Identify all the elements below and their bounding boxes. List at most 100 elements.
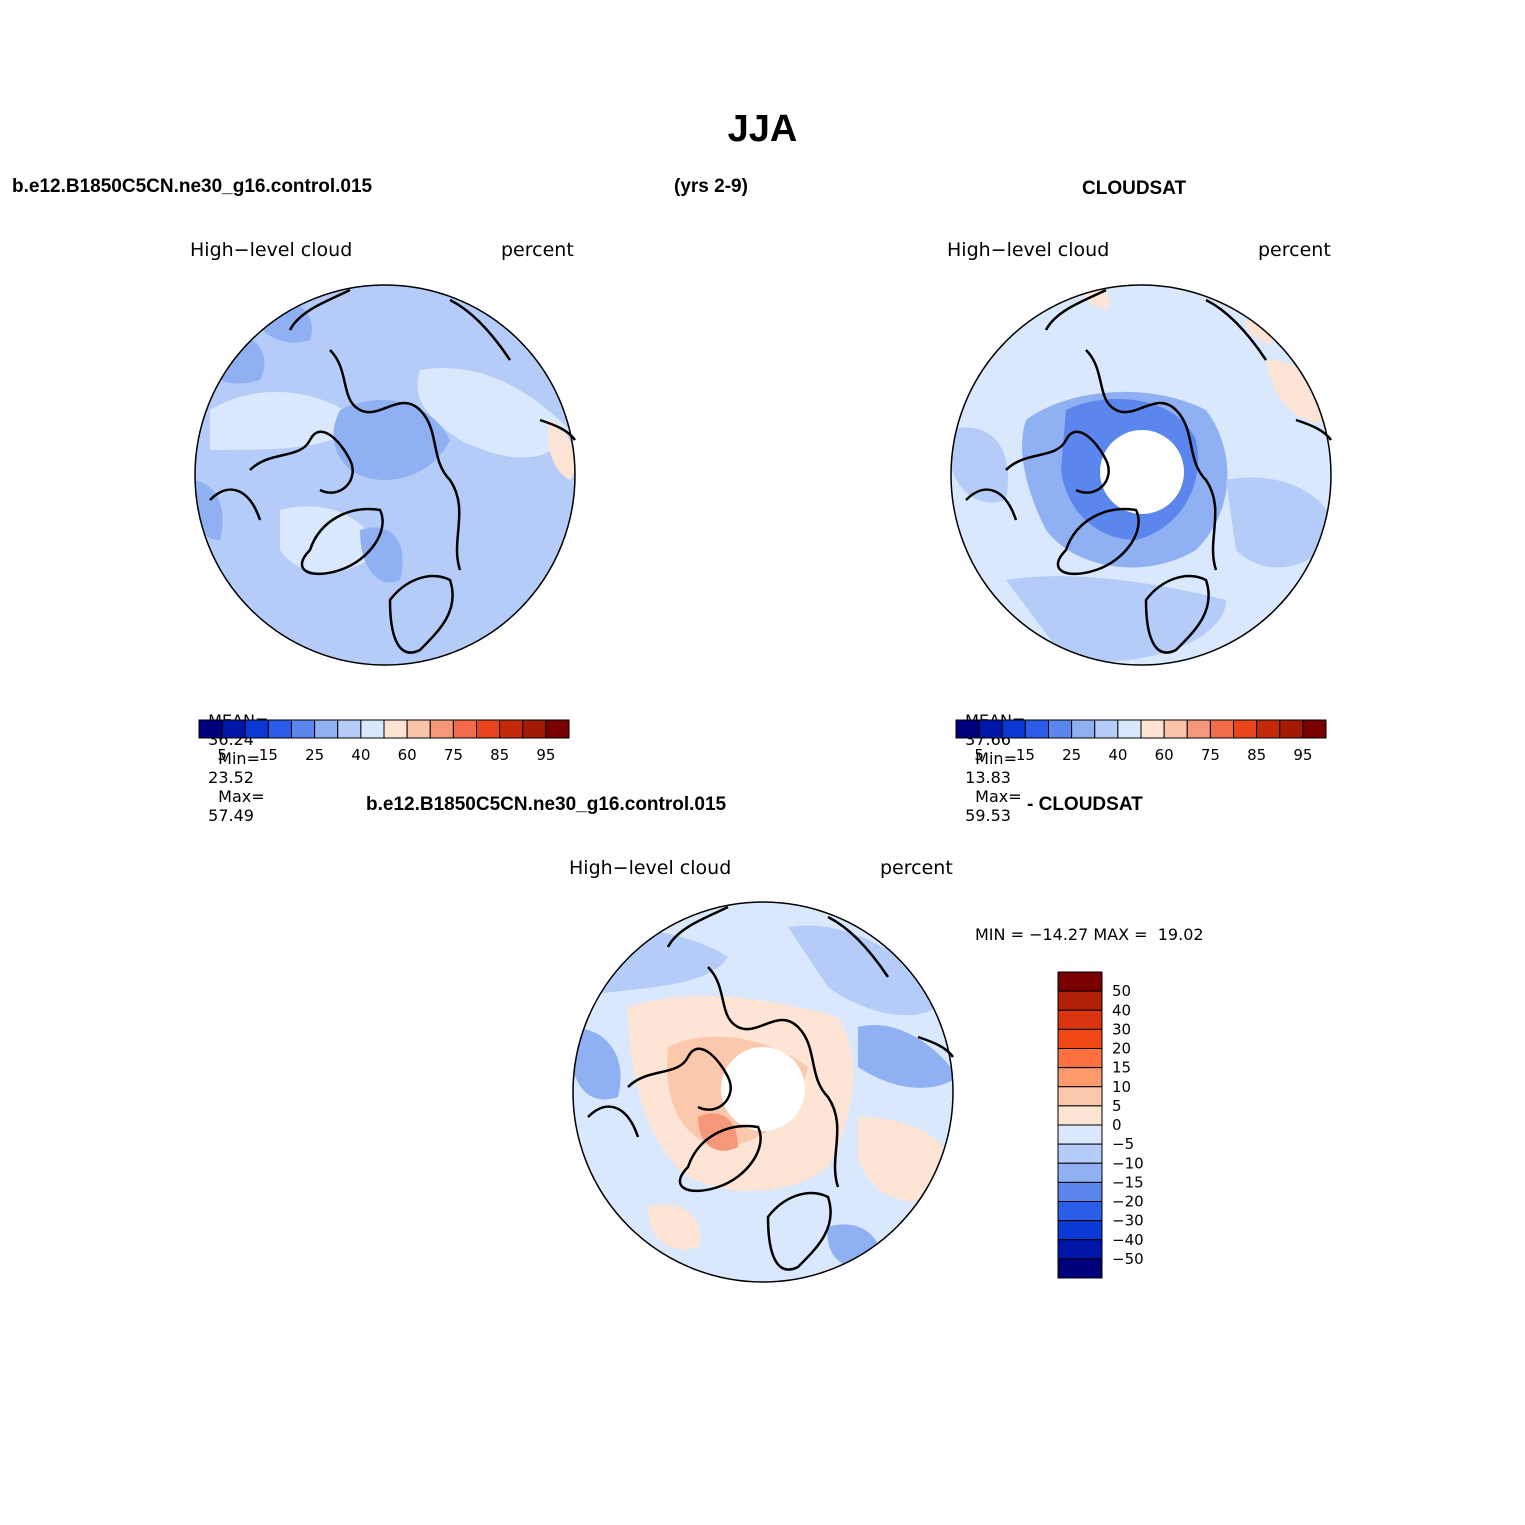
diff-colorbar-swatch bbox=[1057, 1048, 1103, 1069]
diff-colorbar-tick-label: −5 bbox=[1112, 1135, 1134, 1153]
obs-colorbar-tick-label: 60 bbox=[1155, 746, 1174, 764]
model-colorbar-swatch bbox=[221, 719, 246, 739]
model-colorbar-tick-label: 25 bbox=[305, 746, 324, 764]
model-colorbar-swatch bbox=[406, 719, 431, 739]
diff-colorbar-tick-label: −30 bbox=[1112, 1212, 1144, 1230]
obs-colorbar-swatch bbox=[1256, 719, 1281, 739]
diff-colorbar-tick-label: −20 bbox=[1112, 1193, 1144, 1211]
model-colorbar-swatch bbox=[476, 719, 501, 739]
diff-colorbar-tick-label: 0 bbox=[1112, 1116, 1122, 1134]
model-max-value: 57.49 bbox=[208, 806, 254, 825]
diff-colorbar-tick-label: 50 bbox=[1112, 982, 1131, 1000]
model-colorbar-swatch bbox=[291, 719, 316, 739]
model-variable-label: High−level cloud bbox=[190, 239, 353, 261]
obs-max-value: 59.53 bbox=[965, 806, 1011, 825]
diff-colorbar-tick-label: −15 bbox=[1112, 1173, 1144, 1191]
model-units-label: percent bbox=[501, 239, 574, 261]
model-colorbar-tick-label: 95 bbox=[536, 746, 555, 764]
diff-colorbar-swatch bbox=[1057, 1201, 1103, 1222]
obs-colorbar-swatch bbox=[1048, 719, 1073, 739]
diff-colorbar-swatch bbox=[1057, 1009, 1103, 1030]
obs-colorbar-tick-label: 85 bbox=[1247, 746, 1266, 764]
diff-colorbar-swatch bbox=[1057, 990, 1103, 1011]
diff-colorbar-swatch bbox=[1057, 1105, 1103, 1126]
diff-colorbar-tick-label: 10 bbox=[1112, 1078, 1131, 1096]
model-min-label: Min= bbox=[218, 749, 260, 768]
diff-colorbar-swatch bbox=[1057, 1220, 1103, 1241]
obs-colorbar-swatch bbox=[1233, 719, 1258, 739]
obs-colorbar-swatch bbox=[1094, 719, 1119, 739]
diff-colorbar-swatch bbox=[1057, 1028, 1103, 1049]
obs-colorbar-tick-label: 15 bbox=[1016, 746, 1035, 764]
obs-colorbar-swatch bbox=[978, 719, 1003, 739]
diff-colorbar-tick-label: −40 bbox=[1112, 1231, 1144, 1249]
obs-colorbar-swatch bbox=[1186, 719, 1211, 739]
diff-colorbar-swatch bbox=[1057, 1143, 1103, 1164]
diff-variable-label: High−level cloud bbox=[569, 857, 732, 879]
diff-colorbar-swatch bbox=[1057, 1086, 1103, 1107]
model-colorbar-swatch bbox=[267, 719, 292, 739]
obs-colorbar-swatch bbox=[1140, 719, 1165, 739]
diff-colorbar-swatch bbox=[1057, 1067, 1103, 1088]
model-colorbar-swatch bbox=[337, 719, 362, 739]
obs-colorbar-swatch bbox=[1024, 719, 1049, 739]
model-colorbar-swatch bbox=[452, 719, 477, 739]
diff-colorbar-tick-label: 15 bbox=[1112, 1059, 1131, 1077]
diff-colorbar-swatch bbox=[1057, 1181, 1103, 1202]
model-colorbar-swatch bbox=[198, 719, 223, 739]
model-min-value: 23.52 bbox=[208, 768, 254, 787]
obs-max-label: Max= bbox=[975, 787, 1022, 806]
obs-colorbar-swatch bbox=[955, 719, 980, 739]
diff-colorbar-swatch bbox=[1057, 1124, 1103, 1145]
diff-colorbar-tick-label: 30 bbox=[1112, 1020, 1131, 1038]
model-colorbar: 5 15 25 40 60 75 85 95 bbox=[198, 719, 570, 764]
diff-colorbar-swatch bbox=[1057, 1258, 1103, 1279]
diff-title-left: b.e12.B1850C5CN.ne30_g16.control.015 bbox=[366, 794, 727, 815]
diff-colorbar-swatch bbox=[1057, 971, 1103, 992]
diff-colorbar-tick-label: −10 bbox=[1112, 1154, 1144, 1172]
model-polar-map bbox=[194, 284, 577, 666]
obs-colorbar-swatch bbox=[1279, 719, 1304, 739]
obs-colorbar-swatch bbox=[1001, 719, 1026, 739]
diff-colorbar-swatch bbox=[1057, 1239, 1103, 1260]
diff-units-label: percent bbox=[880, 857, 953, 879]
obs-variable-label: High−level cloud bbox=[947, 239, 1110, 261]
model-colorbar-swatch bbox=[545, 719, 570, 739]
obs-min-label: Min= bbox=[975, 749, 1017, 768]
diff-colorbar-tick-label: 5 bbox=[1112, 1097, 1122, 1115]
model-colorbar-swatch bbox=[244, 719, 269, 739]
obs-units-label: percent bbox=[1258, 239, 1331, 261]
model-colorbar-tick-label: 5 bbox=[217, 746, 227, 764]
obs-colorbar-swatch bbox=[1163, 719, 1188, 739]
obs-colorbar-swatch bbox=[1302, 719, 1327, 739]
obs-colorbar-tick-label: 25 bbox=[1062, 746, 1081, 764]
obs-colorbar-tick-label: 5 bbox=[974, 746, 984, 764]
diff-colorbar-tick-label: 40 bbox=[1112, 1001, 1131, 1019]
model-colorbar-tick-label: 85 bbox=[490, 746, 509, 764]
model-colorbar-swatch bbox=[499, 719, 524, 739]
diff-colorbar-tick-label: 20 bbox=[1112, 1040, 1131, 1058]
obs-colorbar-tick-label: 75 bbox=[1201, 746, 1220, 764]
model-colorbar-tick-label: 40 bbox=[351, 746, 370, 764]
obs-colorbar-swatch bbox=[1071, 719, 1096, 739]
obs-polar-map bbox=[950, 284, 1333, 666]
obs-colorbar-tick-label: 95 bbox=[1293, 746, 1312, 764]
diff-polar-map bbox=[572, 901, 955, 1283]
model-colorbar-swatch bbox=[429, 719, 454, 739]
diff-title-right: - CLOUDSAT bbox=[1027, 794, 1143, 815]
model-colorbar-tick-label: 60 bbox=[398, 746, 417, 764]
diff-colorbar-tick-label: −50 bbox=[1112, 1250, 1144, 1268]
obs-colorbar-swatch bbox=[1209, 719, 1234, 739]
model-max-label: Max= bbox=[218, 787, 265, 806]
obs-colorbar: 5 15 25 40 60 75 85 95 bbox=[955, 719, 1327, 764]
model-colorbar-tick-label: 75 bbox=[444, 746, 463, 764]
model-colorbar-swatch bbox=[383, 719, 408, 739]
obs-colorbar-swatch bbox=[1117, 719, 1142, 739]
obs-colorbar-tick-label: 40 bbox=[1108, 746, 1127, 764]
model-colorbar-tick-label: 15 bbox=[259, 746, 278, 764]
model-colorbar-swatch bbox=[314, 719, 339, 739]
model-colorbar-swatch bbox=[360, 719, 385, 739]
case-title: b.e12.B1850C5CN.ne30_g16.control.015 bbox=[12, 176, 373, 197]
obs-min-value: 13.83 bbox=[965, 768, 1011, 787]
